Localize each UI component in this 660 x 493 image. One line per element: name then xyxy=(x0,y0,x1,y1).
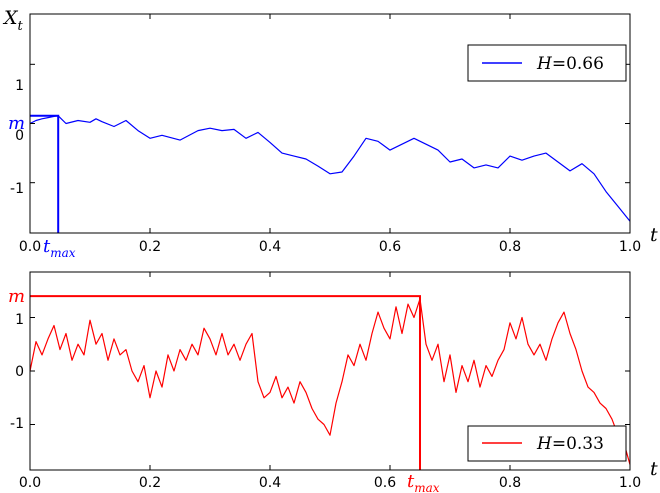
xtick-label: 0.4 xyxy=(259,475,281,491)
x-axis-label: t xyxy=(650,224,658,246)
tmax-label: tmax xyxy=(407,471,440,493)
xtick-label: 0.2 xyxy=(139,475,161,491)
xtick-label: 0.0 xyxy=(19,475,41,491)
xtick-label: 0.8 xyxy=(499,239,521,255)
max-marker-lines xyxy=(30,114,60,233)
legend-label-h033: H=0.33 xyxy=(536,434,604,454)
tick-marks xyxy=(29,272,631,470)
ytick-label: -1 xyxy=(10,416,24,432)
legend: H=0.66 xyxy=(467,44,627,82)
series-line-h066 xyxy=(29,115,631,222)
chart-bottom: 1 0 -1 0.0 0.2 0.4 0.6 0.8 1.0 t m tmax … xyxy=(8,271,658,493)
xtick-label: 0.6 xyxy=(374,475,396,491)
ytick-label: 1 xyxy=(15,78,24,94)
chart-top: 1 0 -1 0.0 0.2 0.4 0.6 0.8 1.0 Xt t m tm… xyxy=(2,7,658,260)
x-axis-label: t xyxy=(650,458,658,480)
xtick-label: 0.6 xyxy=(379,239,401,255)
m-label: m xyxy=(8,286,25,307)
y-axis-label: Xt xyxy=(2,7,24,34)
tmax-label: tmax xyxy=(43,236,76,260)
xtick-label: 0.4 xyxy=(259,239,281,255)
max-marker-lines xyxy=(30,295,421,470)
tick-marks xyxy=(29,14,631,233)
legend-label-h066: H=0.66 xyxy=(536,54,604,74)
ytick-label: 1 xyxy=(15,312,24,328)
xtick-label: 0.0 xyxy=(19,239,41,255)
m-label: m xyxy=(8,113,25,134)
xtick-label: 1.0 xyxy=(619,239,641,255)
series-line-h033 xyxy=(29,298,631,465)
ytick-label: 0 xyxy=(15,364,24,380)
ytick-label: 0 xyxy=(15,128,24,144)
ytick-label: -1 xyxy=(10,181,24,197)
xtick-label: 1.0 xyxy=(619,475,641,491)
xtick-label: 0.8 xyxy=(499,475,521,491)
legend: H=0.33 xyxy=(467,425,627,462)
xtick-label: 0.2 xyxy=(139,239,161,255)
